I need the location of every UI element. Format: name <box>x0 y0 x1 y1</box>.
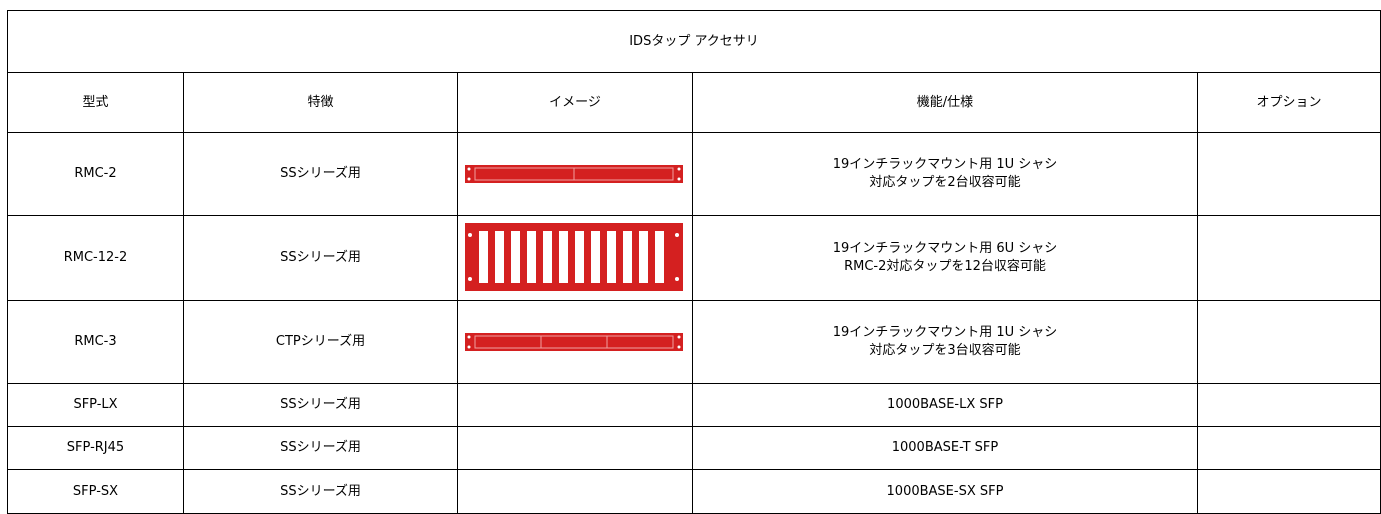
image-cell <box>457 426 693 470</box>
spec-line: 対応タップを2台収容可能 <box>869 175 1021 190</box>
spec-line: 1000BASE-LX SFP <box>887 397 1003 412</box>
option-cell <box>1196 383 1381 427</box>
accessory-table: IDSタップ アクセサリ 型式 特徴 イメージ 機能/仕様 オプション RMC-2 SSシ… <box>6 10 1381 514</box>
spec-line: RMC-2対応タップを12台収容可能 <box>844 259 1046 274</box>
model-cell: RMC-2 <box>7 132 184 216</box>
feature-cell: SSシリーズ用 <box>183 426 458 470</box>
table-row: SFP-SX SSシリーズ用 1000BASE-SX SFP <box>7 469 1381 514</box>
model-cell: RMC-12-2 <box>7 215 184 301</box>
option-cell <box>1196 426 1381 470</box>
table-row: SFP-RJ45 SSシリーズ用 1000BASE-T SFP <box>7 426 1381 470</box>
image-cell <box>457 300 693 384</box>
header-cell: オプション <box>1196 72 1381 133</box>
spec-line: 19インチラックマウント用 1U シャシ <box>832 157 1058 172</box>
header-row: 型式 特徴 イメージ 機能/仕様 オプション <box>7 72 1381 133</box>
spec-cell: 19インチラックマウント用 1U シャシ 対応タップを3台収容可能 <box>692 300 1198 384</box>
product-image <box>465 333 683 351</box>
option-cell <box>1196 300 1381 384</box>
spec-cell: 1000BASE-T SFP <box>692 426 1198 470</box>
image-cell <box>457 215 693 301</box>
header-cell: イメージ <box>457 72 693 133</box>
spec-line: 1000BASE-T SFP <box>891 440 999 455</box>
model-cell: SFP-RJ45 <box>7 426 184 470</box>
image-cell <box>457 469 693 514</box>
table-row: RMC-2 SSシリーズ用 19インチラックマウント用 1U シャシ 対応タップを2台… <box>7 132 1381 216</box>
feature-cell: SSシリーズ用 <box>183 383 458 427</box>
model-cell: SFP-LX <box>7 383 184 427</box>
header-cell: 機能/仕様 <box>692 72 1198 133</box>
feature-cell: SSシリーズ用 <box>183 215 458 301</box>
option-cell <box>1196 132 1381 216</box>
table-row: RMC-12-2 SSシリーズ用 19インチラックマウント用 6U シャシ RMC-2… <box>7 215 1381 301</box>
spec-cell: 19インチラックマウント用 1U シャシ 対応タップを2台収容可能 <box>692 132 1198 216</box>
model-cell: RMC-3 <box>7 300 184 384</box>
header-cell: 特徴 <box>183 72 458 133</box>
spec-line: 対応タップを3台収容可能 <box>869 343 1021 358</box>
option-cell <box>1196 469 1381 514</box>
table-body: IDSタップ アクセサリ 型式 特徴 イメージ 機能/仕様 オプション RMC-2 SSシ… <box>6 10 1381 514</box>
spec-cell: 1000BASE-SX SFP <box>692 469 1198 514</box>
image-cell <box>457 132 693 216</box>
spec-line: 19インチラックマウント用 1U シャシ <box>832 325 1058 340</box>
spec-line: 19インチラックマウント用 6U シャシ <box>832 241 1058 256</box>
feature-cell: CTPシリーズ用 <box>183 300 458 384</box>
product-image <box>465 165 683 183</box>
spec-cell: 1000BASE-LX SFP <box>692 383 1198 427</box>
model-cell: SFP-SX <box>7 469 184 514</box>
table-title: IDSタップ アクセサリ <box>6 10 1381 73</box>
table-row: RMC-3 CTPシリーズ用 19インチラックマウント用 1U シャシ 対応タップを3… <box>7 300 1381 384</box>
option-cell <box>1196 215 1381 301</box>
product-image <box>465 223 683 291</box>
spec-cell: 19インチラックマウント用 6U シャシ RMC-2対応タップを12台収容可能 <box>692 215 1198 301</box>
table-row: SFP-LX SSシリーズ用 1000BASE-LX SFP <box>7 383 1381 427</box>
header-cell: 型式 <box>7 72 184 133</box>
feature-cell: SSシリーズ用 <box>183 132 458 216</box>
image-cell <box>457 383 693 427</box>
spec-line: 1000BASE-SX SFP <box>886 483 1004 499</box>
feature-cell: SSシリーズ用 <box>183 469 458 514</box>
